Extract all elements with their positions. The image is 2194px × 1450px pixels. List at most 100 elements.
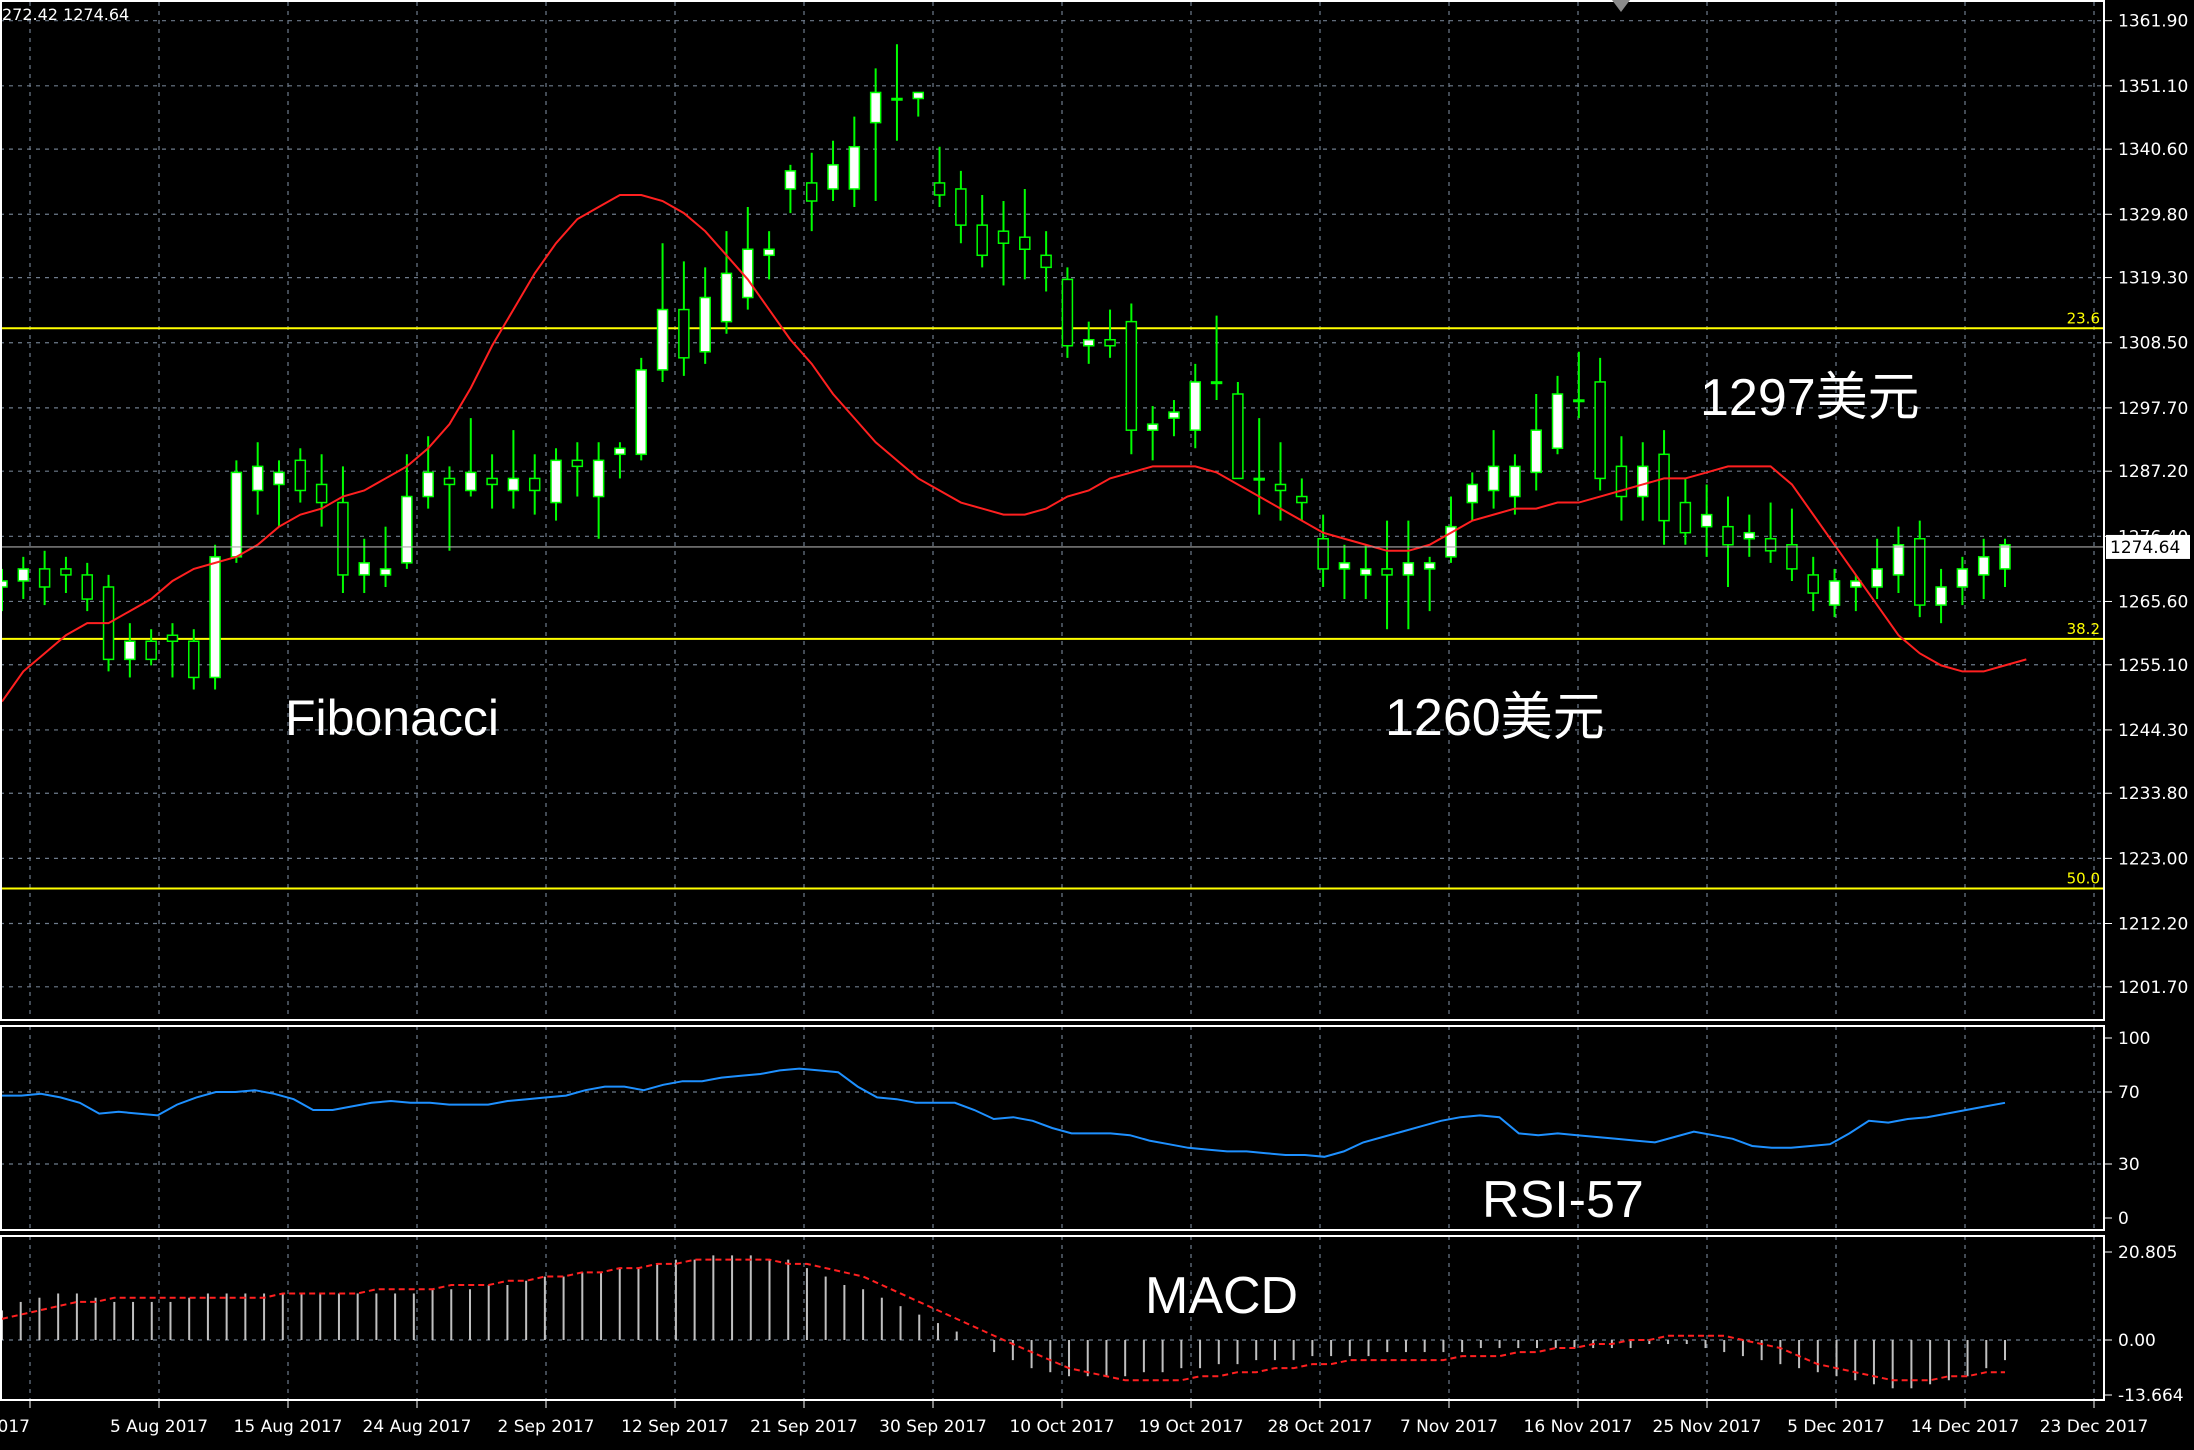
time-tick-label: 15 Aug 2017 bbox=[234, 1417, 343, 1437]
candle-body bbox=[1253, 477, 1265, 481]
resistance-label: 1297美元 bbox=[1700, 369, 1920, 427]
scroll-marker-icon[interactable] bbox=[1612, 0, 1630, 12]
candlestick-series[interactable] bbox=[0, 44, 2011, 690]
time-tick-label: 5 Aug 2017 bbox=[110, 1417, 208, 1437]
current-price-box bbox=[2106, 534, 2190, 559]
current-price-label: 1274.64 bbox=[2110, 538, 2180, 558]
grid-lines bbox=[0, 2, 2104, 1400]
candle-body bbox=[1999, 544, 2011, 570]
rsi-tick-label: 30 bbox=[2118, 1155, 2140, 1175]
price-tick-label: 1319.30 bbox=[2118, 269, 2188, 289]
fibonacci-level-label: 23.6 bbox=[2067, 309, 2100, 327]
macd-pane: 20.805 0.00 -13.664 bbox=[1, 1243, 2184, 1406]
price-axis: 1361.90 1351.10 1340.60 1329.80 1319.30 1308.… bbox=[2104, 12, 2188, 998]
fibonacci-levels: 23.6 38.2 50.0 bbox=[0, 309, 2104, 890]
candle-body bbox=[976, 224, 988, 257]
candle-body bbox=[1573, 399, 1585, 403]
candle-body bbox=[912, 91, 925, 100]
candle-body bbox=[1296, 495, 1308, 504]
candle-body bbox=[528, 477, 541, 492]
candle-body bbox=[699, 296, 711, 353]
time-tick-label: 24 Aug 2017 bbox=[363, 1417, 472, 1437]
candle-body bbox=[1914, 537, 1926, 606]
candle-body bbox=[1168, 411, 1180, 419]
candle-body bbox=[848, 145, 861, 190]
candle-body bbox=[1509, 465, 1521, 498]
price-pane-frame bbox=[0, 0, 2105, 1021]
candle-body bbox=[81, 574, 93, 600]
time-tick-label: 25 Nov 2017 bbox=[1653, 1417, 1762, 1437]
price-tick-label: 1223.00 bbox=[2118, 849, 2188, 869]
fibonacci-level-label: 38.2 bbox=[2067, 620, 2100, 638]
candle-body bbox=[1956, 568, 1969, 588]
price-tick-label: 1329.80 bbox=[2118, 205, 2188, 225]
candle-body bbox=[1359, 568, 1372, 576]
candle-body bbox=[1828, 580, 1841, 606]
pane-frames bbox=[0, 0, 2105, 1401]
macd-tick-label: -13.664 bbox=[2118, 1386, 2184, 1406]
price-tick-label: 1351.10 bbox=[2118, 77, 2188, 97]
candle-body bbox=[1935, 586, 1947, 606]
candle-body bbox=[1850, 580, 1862, 588]
rsi-tick-label: 70 bbox=[2118, 1083, 2140, 1103]
candle-body bbox=[209, 556, 221, 679]
price-tick-label: 1340.60 bbox=[2118, 140, 2188, 160]
candle-body bbox=[1892, 544, 1905, 576]
candle-body bbox=[720, 272, 733, 323]
macd-signal-line bbox=[1, 1258, 2005, 1382]
candle-body bbox=[1786, 544, 1798, 570]
candle-body bbox=[358, 562, 370, 576]
price-tick-label: 1233.80 bbox=[2118, 784, 2188, 804]
candle-body bbox=[1977, 556, 1990, 576]
support-label: 1260美元 bbox=[1385, 689, 1605, 747]
candle-body bbox=[1125, 320, 1138, 431]
candle-body bbox=[124, 640, 136, 661]
candle-body bbox=[1232, 393, 1244, 480]
time-tick-label: 21 Sep 2017 bbox=[750, 1417, 858, 1437]
time-axis: 2017 5 Aug 2017 15 Aug 2017 24 Aug 2017 2 Se… bbox=[0, 1400, 2148, 1437]
candle-body bbox=[443, 477, 456, 486]
rsi-pane: 100 70 30 0 bbox=[2, 1029, 2150, 1229]
macd-tick-label: 0.00 bbox=[2118, 1331, 2156, 1351]
candle-body bbox=[422, 471, 434, 498]
candle-body bbox=[1743, 531, 1756, 540]
moving-average-path bbox=[1, 193, 2027, 703]
macd-tick-label: 20.805 bbox=[2118, 1243, 2177, 1263]
candle-body bbox=[1019, 236, 1031, 251]
candle-body bbox=[401, 495, 413, 564]
ohlc-readout: 272.42 1274.64 bbox=[2, 5, 129, 24]
candle-body bbox=[1466, 483, 1479, 504]
time-tick-label: 23 Dec 2017 bbox=[2040, 1417, 2149, 1437]
candle-body bbox=[251, 465, 264, 492]
candle-body bbox=[869, 91, 882, 124]
time-tick-label: 12 Sep 2017 bbox=[621, 1417, 729, 1437]
candle-body bbox=[550, 459, 562, 504]
candle-body bbox=[763, 248, 775, 257]
time-tick-label: 10 Oct 2017 bbox=[1009, 1417, 1114, 1437]
rsi-value-label: RSI-57 bbox=[1482, 1171, 1644, 1229]
candle-body bbox=[1722, 525, 1734, 546]
candle-body bbox=[1317, 537, 1329, 570]
moving-average-line bbox=[1, 193, 2027, 703]
macd-label: MACD bbox=[1145, 1267, 1298, 1325]
candle-body bbox=[955, 188, 967, 226]
candle-body bbox=[784, 170, 797, 190]
candle-body bbox=[1637, 465, 1649, 498]
candle-body bbox=[891, 97, 903, 101]
candle-body bbox=[1487, 465, 1500, 492]
candle-body bbox=[1871, 568, 1883, 588]
candle-body bbox=[1189, 381, 1202, 431]
current-price-marker: 1274.64 bbox=[0, 534, 2190, 559]
candle-body bbox=[805, 182, 818, 202]
candle-body bbox=[1402, 562, 1415, 576]
candle-body bbox=[1104, 338, 1116, 347]
candle-body bbox=[592, 459, 605, 498]
time-tick-label: 2 Sep 2017 bbox=[498, 1417, 595, 1437]
candle-body bbox=[997, 230, 1010, 244]
candle-body bbox=[1764, 537, 1777, 552]
candle-body bbox=[933, 182, 946, 196]
candle-body bbox=[1615, 465, 1628, 498]
candle-body bbox=[166, 634, 179, 643]
price-tick-label: 1287.20 bbox=[2118, 462, 2188, 482]
